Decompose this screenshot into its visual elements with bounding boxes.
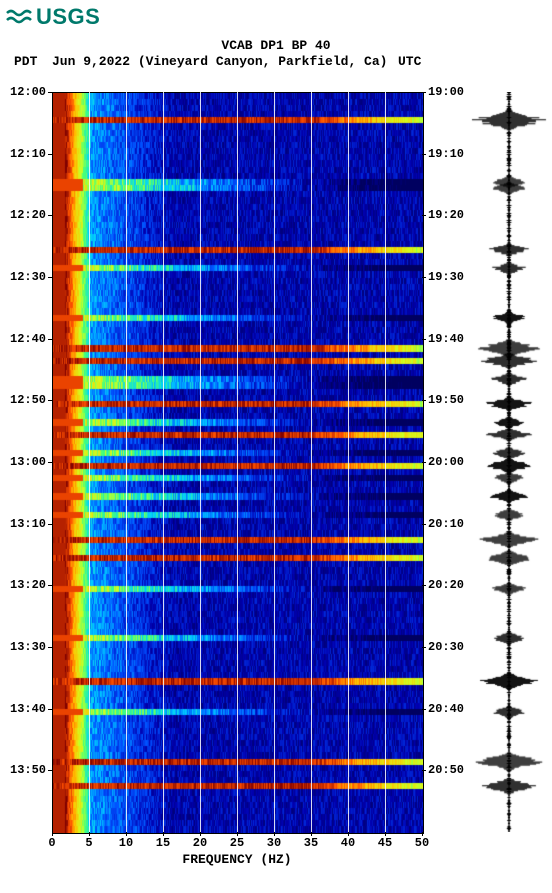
y-left-label: 12:10: [10, 147, 46, 161]
y-right-tick: [422, 215, 426, 216]
y-right-label: 20:20: [428, 578, 464, 592]
x-axis-label: FREQUENCY (HZ): [52, 852, 422, 867]
y-right-label: 20:10: [428, 517, 464, 531]
y-right-tick: [422, 154, 426, 155]
chart-title: VCAB DP1 BP 40: [0, 38, 552, 53]
y-right-tick: [422, 770, 426, 771]
y-right-label: 19:20: [428, 208, 464, 222]
left-tz-label: PDT: [14, 54, 37, 69]
y-right-label: 20:40: [428, 702, 464, 716]
y-left-label: 13:40: [10, 702, 46, 716]
x-tick-label: 40: [341, 836, 355, 850]
y-right-tick: [422, 647, 426, 648]
waveform-canvas: [470, 92, 548, 832]
usgs-logo: USGS: [6, 4, 100, 30]
y-right-label: 19:40: [428, 332, 464, 346]
y-right-label: 19:50: [428, 393, 464, 407]
page-root: USGS VCAB DP1 BP 40 PDT Jun 9,2022 (Vine…: [0, 0, 552, 893]
y-left-label: 13:00: [10, 455, 46, 469]
y-right-label: 19:00: [428, 85, 464, 99]
y-left-tick: [48, 215, 52, 216]
wave-icon: [6, 7, 32, 27]
y-left-label: 12:40: [10, 332, 46, 346]
y-left-tick: [48, 462, 52, 463]
y-left-label: 12:00: [10, 85, 46, 99]
y-left-label: 13:20: [10, 578, 46, 592]
x-tick-label: 45: [378, 836, 392, 850]
y-right-label: 19:10: [428, 147, 464, 161]
y-left-tick: [48, 647, 52, 648]
x-tick-label: 25: [230, 836, 244, 850]
y-left-tick: [48, 770, 52, 771]
x-tick-label: 5: [85, 836, 92, 850]
y-left-label: 13:10: [10, 517, 46, 531]
x-tick-label: 35: [304, 836, 318, 850]
y-left-label: 12:50: [10, 393, 46, 407]
y-right-label: 20:30: [428, 640, 464, 654]
y-left-tick: [48, 585, 52, 586]
y-left-tick: [48, 339, 52, 340]
y-left-tick: [48, 709, 52, 710]
y-left-tick: [48, 154, 52, 155]
y-right-label: 20:00: [428, 455, 464, 469]
y-right-tick: [422, 277, 426, 278]
x-tick-label: 15: [156, 836, 170, 850]
y-left-label: 13:50: [10, 763, 46, 777]
y-right-tick: [422, 462, 426, 463]
y-right-label: 19:30: [428, 270, 464, 284]
date-location: Jun 9,2022 (Vineyard Canyon, Parkfield, …: [52, 54, 387, 69]
y-right-tick: [422, 400, 426, 401]
y-left-label: 12:20: [10, 208, 46, 222]
x-tick-label: 10: [119, 836, 133, 850]
x-tick-label: 30: [267, 836, 281, 850]
y-left-tick: [48, 277, 52, 278]
y-right-tick: [422, 524, 426, 525]
x-tick-label: 50: [415, 836, 429, 850]
y-left-label: 12:30: [10, 270, 46, 284]
spectrogram-canvas: [52, 92, 424, 834]
x-tick-label: 0: [48, 836, 55, 850]
y-right-label: 20:50: [428, 763, 464, 777]
y-left-tick: [48, 524, 52, 525]
y-right-tick: [422, 709, 426, 710]
y-right-tick: [422, 92, 426, 93]
y-right-tick: [422, 339, 426, 340]
y-right-tick: [422, 585, 426, 586]
logo-text: USGS: [36, 4, 100, 30]
y-left-tick: [48, 92, 52, 93]
right-tz-label: UTC: [398, 54, 421, 69]
y-left-label: 13:30: [10, 640, 46, 654]
y-left-tick: [48, 400, 52, 401]
x-tick-label: 20: [193, 836, 207, 850]
